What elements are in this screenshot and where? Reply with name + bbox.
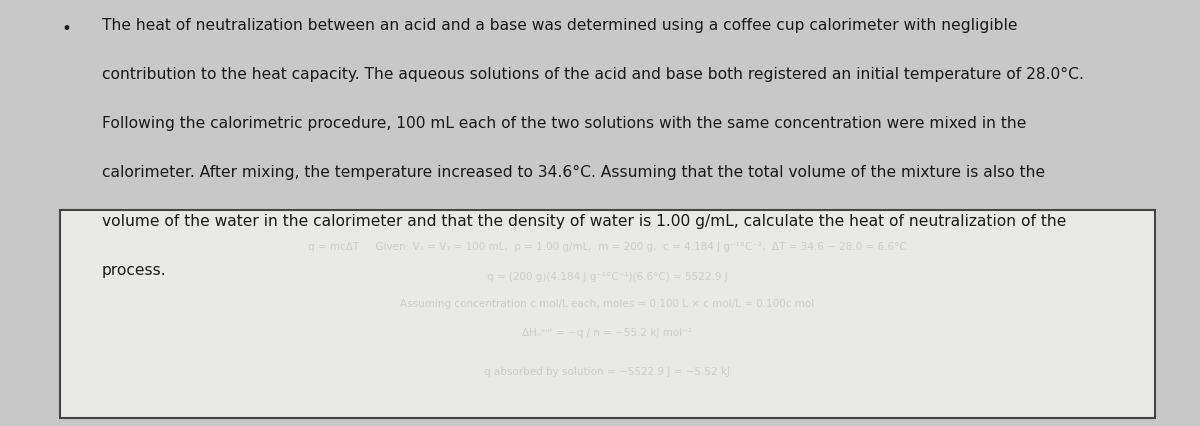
Text: q = (200 g)(4.184 J g⁻¹°C⁻¹)(6.6°C) = 5522.9 J: q = (200 g)(4.184 J g⁻¹°C⁻¹)(6.6°C) = 55… bbox=[487, 271, 728, 282]
Text: process.: process. bbox=[102, 263, 167, 278]
Text: q absorbed by solution = −5522.9 J = −5.52 kJ: q absorbed by solution = −5522.9 J = −5.… bbox=[485, 367, 731, 377]
Text: volume of the water in the calorimeter and that the density of water is 1.00 g/m: volume of the water in the calorimeter a… bbox=[102, 214, 1067, 229]
Text: •: • bbox=[61, 20, 71, 38]
Text: q = mcΔT     Given: V₁ = V₂ = 100 mL,  ρ = 1.00 g/mL,  m = 200 g,  c = 4.184 J g: q = mcΔT Given: V₁ = V₂ = 100 mL, ρ = 1.… bbox=[308, 242, 907, 253]
Text: The heat of neutralization between an acid and a base was determined using a cof: The heat of neutralization between an ac… bbox=[102, 18, 1018, 33]
Text: calorimeter. After mixing, the temperature increased to 34.6°C. Assuming that th: calorimeter. After mixing, the temperatu… bbox=[102, 165, 1045, 180]
Text: ΔHₙᵉᵘᵗ = −q / n = −55.2 kJ mol⁻¹: ΔHₙᵉᵘᵗ = −q / n = −55.2 kJ mol⁻¹ bbox=[522, 328, 692, 338]
Text: Following the calorimetric procedure, 100 mL each of the two solutions with the : Following the calorimetric procedure, 10… bbox=[102, 116, 1026, 131]
Text: contribution to the heat capacity. The aqueous solutions of the acid and base bo: contribution to the heat capacity. The a… bbox=[102, 67, 1084, 82]
Bar bbox=[60, 210, 1154, 418]
Text: Assuming concentration c mol/L each, moles = 0.100 L × c mol/L = 0.100c mol: Assuming concentration c mol/L each, mol… bbox=[401, 299, 815, 308]
